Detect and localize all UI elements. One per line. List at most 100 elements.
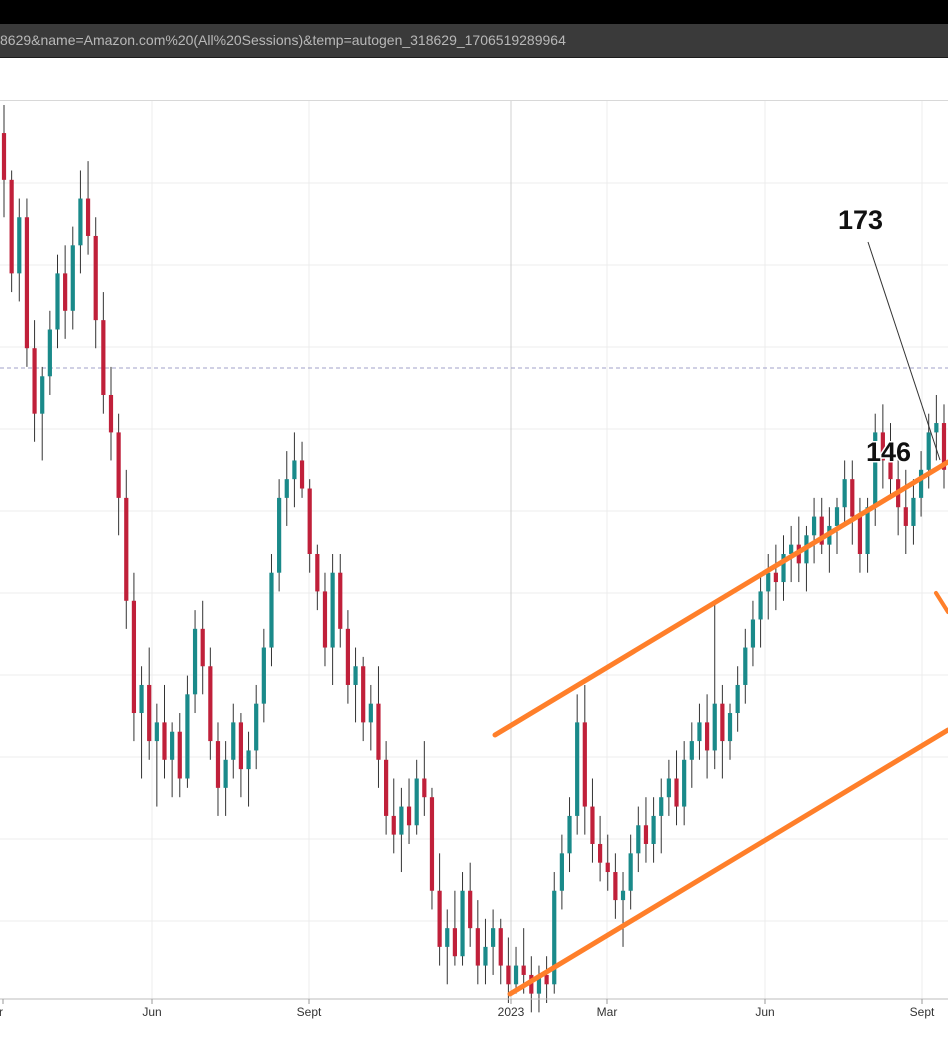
candle — [330, 554, 335, 685]
candle-body — [911, 497, 916, 526]
candle — [911, 479, 916, 545]
candle-body — [727, 713, 733, 742]
candle — [139, 666, 144, 779]
candle-body — [903, 507, 908, 526]
candle-body — [32, 348, 37, 414]
candle — [513, 946, 519, 994]
candle — [108, 366, 114, 461]
candle-body — [17, 217, 22, 274]
candle — [200, 600, 205, 695]
candle — [131, 572, 137, 742]
candle — [735, 666, 740, 732]
candle — [582, 684, 587, 835]
candle-body — [93, 235, 98, 321]
candle-body — [292, 460, 297, 480]
candle-body — [108, 394, 114, 433]
x-axis: r Jun Sept 2023 Mar Jun Sept — [0, 999, 935, 1019]
candle — [445, 909, 450, 985]
candle-body — [941, 423, 947, 470]
candle — [682, 741, 687, 826]
candle — [376, 666, 381, 788]
candle — [597, 815, 603, 882]
candle — [254, 684, 259, 770]
candle-body — [575, 722, 580, 816]
candle-body — [468, 890, 473, 929]
candle — [215, 722, 221, 816]
candle — [727, 703, 733, 760]
candle-body — [513, 965, 519, 985]
candle — [643, 797, 649, 863]
candle — [78, 170, 83, 274]
candle-body — [506, 965, 511, 985]
channel-lower-line[interactable] — [507, 727, 948, 997]
channel-short-segment[interactable] — [934, 591, 948, 614]
candle-body — [192, 628, 198, 695]
channel-upper-line[interactable] — [492, 459, 948, 738]
candlestick-series — [1, 105, 947, 1013]
candle-body — [299, 460, 305, 489]
candle-body — [40, 376, 45, 414]
candle — [498, 918, 503, 985]
candle-body — [85, 198, 91, 236]
candle-body — [636, 825, 641, 854]
candle — [93, 217, 98, 349]
candle — [124, 469, 129, 629]
candle-body — [873, 432, 878, 508]
candle — [307, 479, 312, 573]
candle — [529, 956, 534, 1013]
candle-body — [689, 741, 694, 760]
candle — [934, 394, 939, 461]
candle — [231, 703, 236, 779]
candle — [40, 366, 45, 461]
x-axis-tick-label: r — [0, 1005, 3, 1019]
candle — [338, 554, 343, 648]
candle — [24, 198, 30, 367]
candle-body — [643, 825, 649, 844]
candle-body — [704, 722, 710, 751]
candle-body — [422, 778, 427, 798]
candle — [804, 525, 809, 592]
candle-body — [590, 806, 595, 844]
candle-body — [880, 432, 885, 461]
candle — [827, 507, 832, 573]
candle-body — [1, 133, 7, 180]
candle — [781, 535, 786, 601]
candle — [384, 741, 389, 835]
candle — [941, 404, 947, 489]
candle-body — [315, 554, 320, 592]
candle — [743, 628, 748, 704]
candle — [483, 918, 488, 985]
browser-title-bar — [0, 0, 948, 24]
candle — [636, 806, 641, 873]
candle — [154, 703, 159, 807]
candle — [811, 497, 817, 564]
candle-body — [712, 703, 717, 751]
candle — [521, 928, 526, 994]
candle-body — [200, 628, 205, 667]
x-axis-tick-label: Jun — [755, 1005, 774, 1019]
address-bar[interactable]: 8629&name=Amazon.com%20(All%20Sessions)&… — [0, 24, 948, 58]
candle-body — [437, 890, 442, 947]
candle — [888, 423, 893, 498]
candle-body — [498, 928, 503, 966]
candle — [575, 694, 580, 835]
candle-body — [750, 619, 756, 648]
candle — [277, 479, 282, 592]
candle — [345, 610, 351, 704]
candle-body — [682, 759, 687, 807]
candle — [116, 413, 121, 536]
candle — [185, 675, 190, 788]
candle-body — [697, 722, 702, 742]
candle — [192, 610, 198, 714]
candle — [162, 684, 167, 779]
candle-body — [544, 974, 549, 985]
candle-body — [620, 890, 626, 901]
candle-body — [483, 946, 488, 966]
candle-body — [460, 890, 465, 957]
candle — [468, 862, 473, 947]
candle-body — [208, 666, 213, 742]
candle-body — [819, 516, 824, 545]
candle-body — [789, 544, 794, 554]
candle-body — [261, 647, 266, 704]
